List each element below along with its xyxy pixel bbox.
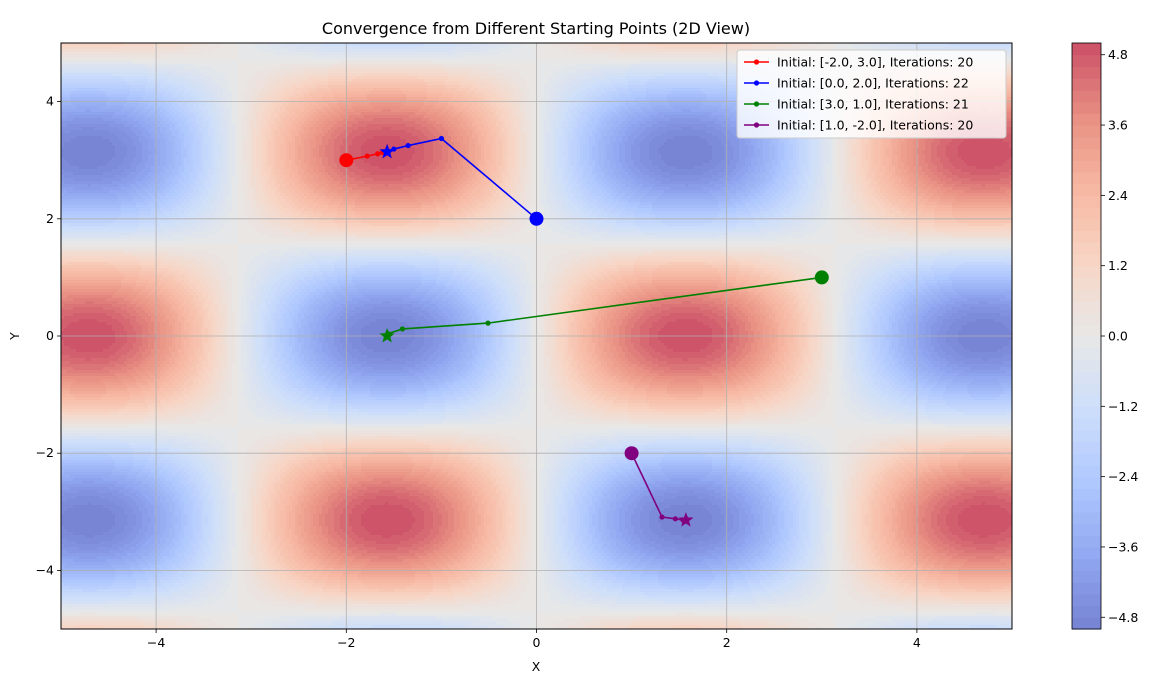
colorbar-tick-label: 1.2 [1108,258,1128,273]
colorbar-tick-label: −2.4 [1108,469,1138,484]
colorbar-tick-label: 4.8 [1108,47,1128,62]
data-point [485,320,491,326]
legend-item: Initial: [1.0, -2.0], Iterations: 20 [744,118,973,133]
y-axis-label: Y [7,332,22,341]
y-axis-ticks: −4 −2 0 2 4 [36,94,61,577]
colorbar: 4.8 3.6 2.4 1.2 0.0 −1.2 −2.4 −3.6 −4.8 [1071,42,1138,630]
colorbar-tick-label: 3.6 [1108,118,1128,133]
data-point [364,153,370,159]
start-marker [814,270,829,285]
end-star-marker [678,512,694,527]
data-point [405,142,411,149]
x-tick-label: −2 [337,635,355,650]
x-tick-label: −4 [147,635,165,650]
series-4 [624,446,694,527]
y-tick-label: 4 [46,94,54,109]
y-tick-label: −4 [36,562,54,577]
colorbar-tick-label: 2.4 [1108,188,1128,203]
start-marker [624,446,639,461]
data-point [659,514,665,520]
data-point [672,516,678,522]
colorbar-tick-label: −3.6 [1108,539,1138,554]
series-3 [379,270,829,343]
end-star-marker [379,328,395,343]
data-point [375,151,381,157]
y-tick-label: −2 [36,445,54,460]
x-axis-ticks: −4 −2 0 2 4 [147,629,921,650]
start-marker [339,153,354,168]
start-marker [529,211,544,226]
legend-label: Initial: [3.0, 1.0], Iterations: 21 [777,97,969,112]
legend: Initial: [-2.0, 3.0], Iterations: 20 Init… [736,49,1007,139]
colorbar-tick-label: −1.2 [1108,399,1138,414]
legend-item: Initial: [0.0, 2.0], Iterations: 22 [744,76,969,91]
legend-label: Initial: [-2.0, 3.0], Iterations: 20 [777,55,973,70]
legend-item: Initial: [3.0, 1.0], Iterations: 21 [744,97,969,112]
data-point [438,135,444,142]
chart-title: Convergence from Different Starting Poin… [322,19,750,38]
colorbar-tick-label: 0.0 [1108,329,1128,344]
legend-label: Initial: [1.0, -2.0], Iterations: 20 [777,118,973,133]
series-2 [379,135,544,226]
x-tick-label: 0 [533,635,541,650]
legend-item: Initial: [-2.0, 3.0], Iterations: 20 [744,55,973,70]
x-axis-label: X [532,659,541,674]
series-layer [339,135,829,527]
colorbar-tick-label: −4.8 [1108,610,1138,625]
x-tick-label: 2 [723,635,731,650]
end-star-marker [379,143,395,159]
legend-box [736,49,1007,139]
y-tick-label: 0 [46,328,54,343]
legend-label: Initial: [0.0, 2.0], Iterations: 22 [777,76,969,91]
x-tick-label: 4 [913,635,921,650]
data-point [399,326,406,332]
y-tick-label: 2 [46,211,54,226]
